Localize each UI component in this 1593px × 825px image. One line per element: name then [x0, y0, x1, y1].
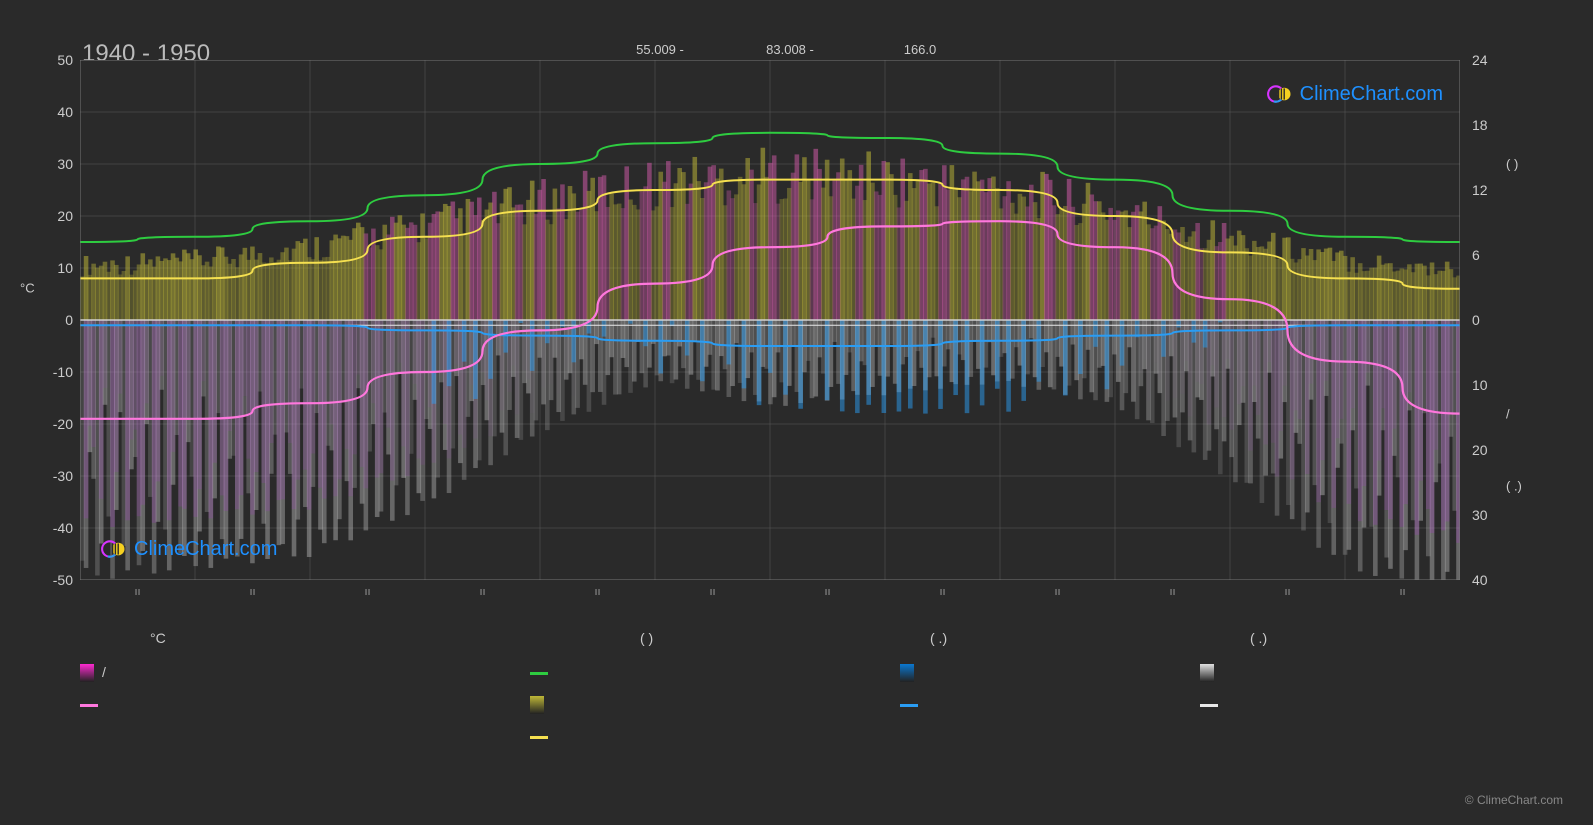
header-lat: 55.009 -: [636, 42, 684, 57]
legend-item: [530, 696, 552, 714]
ytick-left: 10: [45, 260, 73, 276]
ytick-left: 50: [45, 52, 73, 68]
legend-header: ( .): [930, 630, 947, 646]
legend-label: /: [102, 664, 106, 680]
ytick-right-top: 0: [1472, 312, 1480, 328]
legend-swatch: [1200, 704, 1218, 707]
ytick-left: 0: [45, 312, 73, 328]
left-axis-label: °C: [20, 281, 35, 296]
ytick-right-bottom: 10: [1472, 377, 1488, 393]
legend-item: [1200, 664, 1222, 682]
climate-chart-root: 1940 - 1950 55.009 - 83.008 - 166.0 5040…: [0, 0, 1593, 825]
watermark-text: ClimeChart.com: [134, 538, 277, 561]
ytick-left: -10: [45, 364, 73, 380]
ytick-left: 20: [45, 208, 73, 224]
ytick-right-bottom: 40: [1472, 572, 1488, 588]
month-label: ıı: [1399, 586, 1405, 598]
right-axis-label: ( .): [1506, 479, 1522, 494]
legend-swatch: [530, 736, 548, 739]
month-label: ıı: [594, 586, 600, 598]
month-label: ıı: [1284, 586, 1290, 598]
legend-item: [1200, 696, 1226, 712]
month-label: ıı: [709, 586, 715, 598]
month-label: ıı: [249, 586, 255, 598]
legend-swatch: [80, 704, 98, 707]
ytick-left: -20: [45, 416, 73, 432]
legend-item: [80, 696, 106, 712]
legend-header: ( ): [640, 630, 653, 646]
month-label: ıı: [939, 586, 945, 598]
header-elev: 166.0: [904, 42, 937, 57]
legend-item: [530, 664, 556, 680]
ytick-left: -50: [45, 572, 73, 588]
watermark-text: ClimeChart.com: [1300, 83, 1443, 106]
legend-item: /: [80, 664, 106, 682]
ytick-left: 30: [45, 156, 73, 172]
ytick-right-bottom: 20: [1472, 442, 1488, 458]
legend-item: [900, 664, 922, 682]
right-axis-label: /: [1506, 406, 1510, 421]
chart-plot: [80, 60, 1460, 580]
ytick-left: 40: [45, 104, 73, 120]
ytick-right-top: 18: [1472, 117, 1488, 133]
legend-swatch: [900, 704, 918, 707]
legend-header: ( .): [1250, 630, 1267, 646]
climechart-logo-icon: [100, 535, 128, 563]
month-label: ıı: [1169, 586, 1175, 598]
month-label: ıı: [479, 586, 485, 598]
climechart-logo-icon: [1266, 80, 1294, 108]
legend-item: [530, 728, 556, 744]
legend-swatch: [900, 664, 914, 682]
header-lon: 83.008 -: [766, 42, 814, 57]
legend-header: °C: [150, 630, 166, 646]
ytick-right-top: 6: [1472, 247, 1480, 263]
ytick-left: -40: [45, 520, 73, 536]
copyright: © ClimeChart.com: [1465, 793, 1563, 807]
right-axis-label: ( ): [1506, 157, 1518, 172]
legend-swatch: [530, 672, 548, 675]
watermark-top: ClimeChart.com: [1266, 80, 1443, 108]
month-label: ıı: [1054, 586, 1060, 598]
month-label: ıı: [824, 586, 830, 598]
month-label: ıı: [134, 586, 140, 598]
month-label: ıı: [364, 586, 370, 598]
legend-swatch: [80, 664, 94, 682]
watermark-bottom: ClimeChart.com: [100, 535, 277, 563]
legend-item: [900, 696, 926, 712]
legend-swatch: [1200, 664, 1214, 682]
ytick-right-top: 24: [1472, 52, 1488, 68]
legend-swatch: [530, 696, 544, 714]
ytick-right-top: 12: [1472, 182, 1488, 198]
ytick-right-bottom: 30: [1472, 507, 1488, 523]
ytick-left: -30: [45, 468, 73, 484]
